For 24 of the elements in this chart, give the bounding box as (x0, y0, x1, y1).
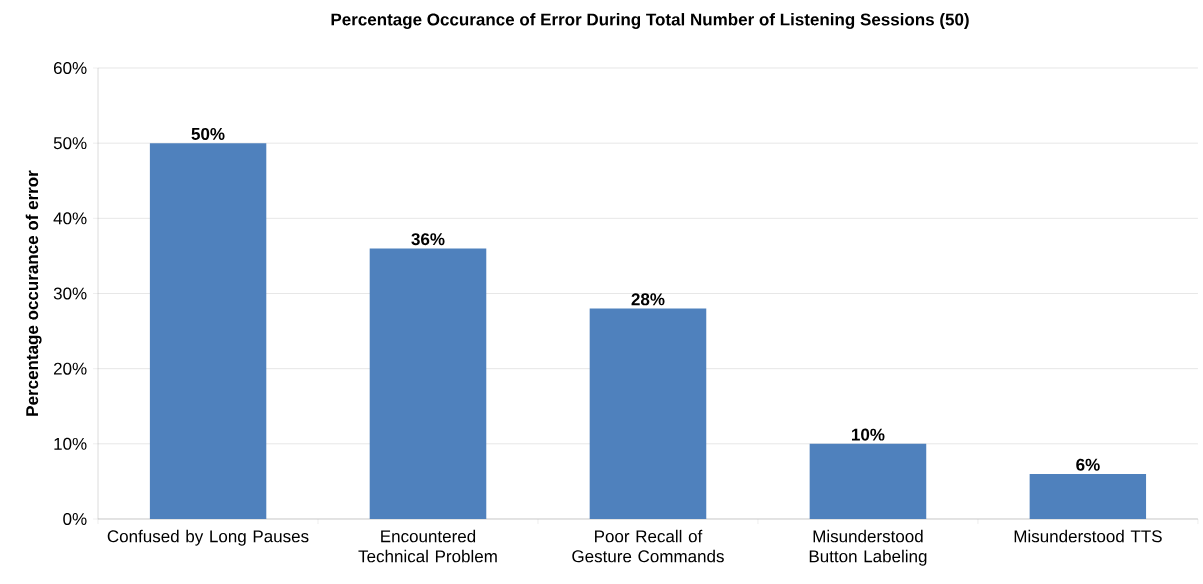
y-tick-label: 60% (53, 61, 87, 75)
x-tick-label: Misunderstood TTS (1014, 529, 1162, 543)
y-axis-title: Percentage occurance of error (25, 170, 42, 416)
x-tick-label: Misunderstood Button Labeling (809, 529, 927, 566)
y-tick-label: 50% (53, 137, 87, 150)
data-label: 10% (852, 428, 885, 441)
bar (149, 143, 267, 519)
y-tick-label: 40% (53, 212, 87, 225)
bar (809, 443, 927, 519)
y-tick-label: 10% (54, 437, 87, 450)
data-label: 28% (631, 293, 665, 306)
data-label: 50% (191, 127, 225, 140)
bar (369, 248, 487, 519)
y-tick-label: 20% (53, 362, 87, 375)
data-label: 36% (411, 233, 445, 246)
chart-title: Percentage Occurance of Error During Total Number of Listening Sessions (50) (331, 13, 969, 29)
x-tick-label: Encountered Technical Problem (358, 529, 497, 563)
data-label: 6% (1076, 458, 1100, 471)
bar (589, 308, 707, 519)
x-tick-label: Confused by Long Pauses (107, 529, 309, 546)
y-tick-label: 30% (53, 287, 87, 300)
y-tick-label: 0% (63, 512, 87, 526)
bar (1029, 473, 1147, 519)
x-tick-label: Poor Recall of Gesture Commands (572, 529, 724, 563)
